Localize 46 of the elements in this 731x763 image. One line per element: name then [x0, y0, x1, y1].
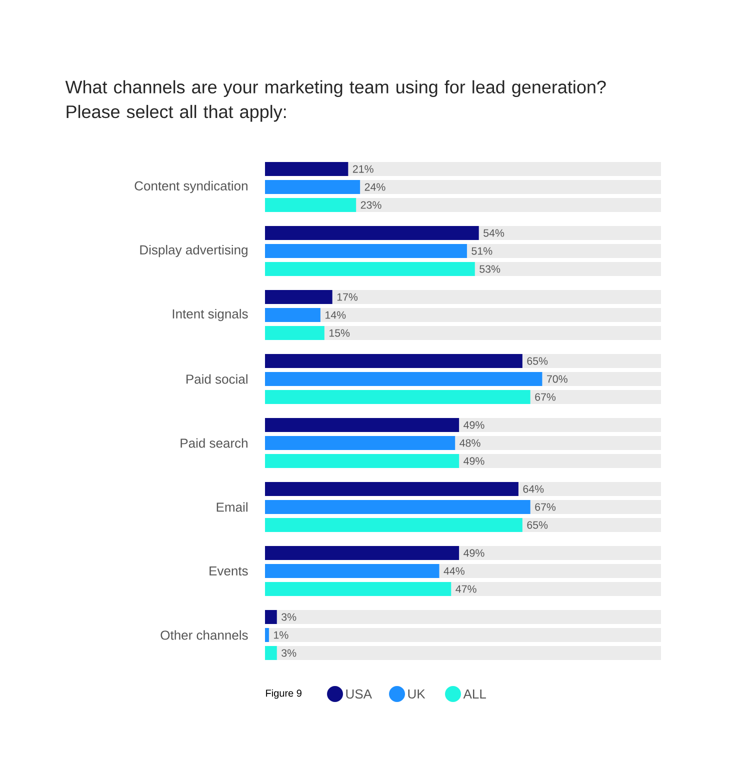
bar [265, 326, 324, 340]
bar [265, 290, 332, 304]
data-label: 15% [329, 329, 350, 337]
y-tick-label: Content syndication [134, 180, 248, 194]
y-tick-label: Paid search [180, 438, 248, 448]
data-label: 49% [464, 421, 484, 429]
data-label: 14% [326, 311, 346, 319]
data-label: 23% [360, 201, 382, 209]
data-label: 49% [464, 457, 484, 465]
legend-label: USA [346, 689, 372, 699]
data-label: 64% [523, 485, 544, 493]
bar [265, 162, 348, 176]
data-label: 53% [480, 265, 500, 273]
data-label: 51% [472, 247, 492, 255]
data-label: 1% [274, 631, 288, 639]
y-tick-label: Paid social [186, 374, 248, 384]
data-label: 49% [464, 549, 484, 557]
data-label: 48% [460, 439, 480, 447]
y-tick-label: Other channels [160, 630, 248, 640]
data-label: 54% [484, 229, 504, 237]
bar [265, 198, 356, 212]
data-label: 47% [456, 585, 476, 593]
data-label: 67% [535, 393, 556, 401]
data-label: 24% [364, 183, 386, 191]
caption: Figure 9 [266, 689, 302, 699]
bar [265, 180, 360, 194]
y-tick-label: Events [210, 566, 248, 576]
legend-label: UK [408, 689, 426, 699]
bar [265, 308, 320, 322]
data-label: 67% [535, 503, 556, 511]
data-label: 3% [282, 649, 296, 657]
data-label: 44% [444, 567, 464, 575]
legend-label: ALL [463, 690, 486, 698]
data-label: 65% [527, 521, 548, 529]
data-label: 17% [337, 293, 358, 301]
data-label: 65% [527, 357, 548, 365]
data-label: 21% [352, 165, 374, 173]
y-tick-label: Email [216, 502, 248, 512]
data-label: 3% [282, 613, 296, 621]
bar [265, 646, 277, 660]
bar [265, 610, 277, 624]
chart-title: What channels are your marketing team using for lead generation? Please select all that apply: [65, 80, 606, 122]
data-label: 70% [547, 375, 568, 383]
y-tick-label: Display advertising [140, 244, 248, 258]
bar [265, 628, 269, 642]
y-tick-label: Intent signals [172, 308, 248, 322]
